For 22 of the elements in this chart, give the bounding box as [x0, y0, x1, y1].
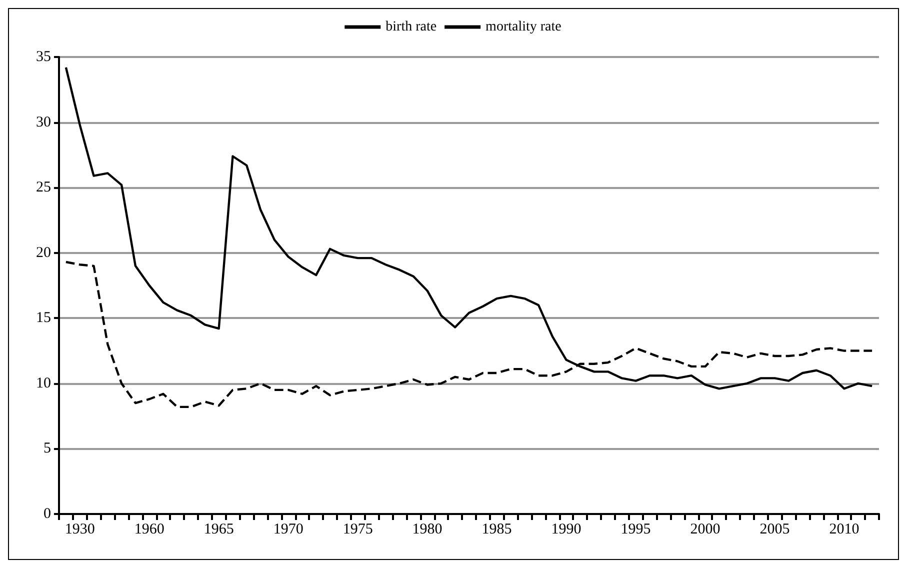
y-tick-label: 35 [36, 49, 51, 65]
x-tick-label: 1980 [412, 522, 442, 538]
legend-label: mortality rate [486, 20, 562, 34]
legend-label: birth rate [386, 20, 437, 34]
y-tick-label: 20 [36, 244, 51, 261]
x-tick-label: 1960 [134, 522, 164, 538]
y-tick-label: 5 [44, 440, 51, 457]
y-tick-label: 30 [36, 114, 51, 130]
x-tick-label: 1985 [482, 522, 512, 538]
x-tick-label: 1990 [551, 522, 582, 538]
x-tick-label: 1965 [204, 522, 234, 538]
x-tick-label: 1970 [273, 522, 304, 538]
y-tick-label: 0 [44, 506, 51, 522]
x-tick-label: 2005 [760, 522, 790, 538]
x-tick-label: 1930 [64, 522, 95, 538]
y-tick-label: 25 [36, 180, 51, 196]
y-tick-label: 10 [36, 375, 51, 392]
x-tick-label: 2000 [690, 522, 720, 538]
x-tick-label: 1975 [342, 522, 373, 538]
x-tick-label: 2010 [829, 522, 860, 538]
y-tick-label: 15 [36, 310, 51, 326]
x-tick-label: 1995 [620, 522, 651, 538]
